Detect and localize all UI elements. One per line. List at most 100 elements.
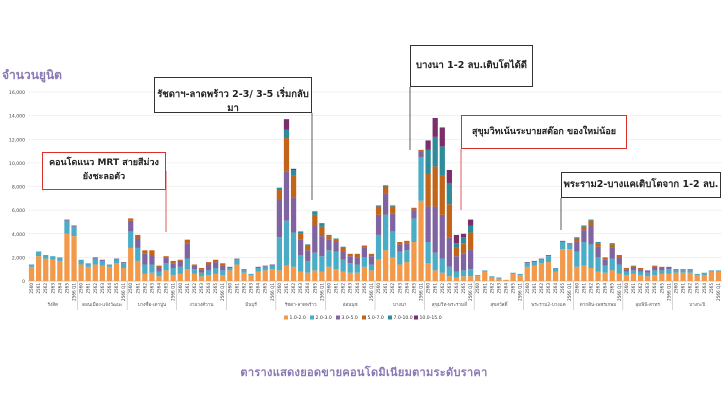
group-label: พระราม2-บางแค bbox=[531, 302, 565, 308]
bar-segment bbox=[630, 266, 637, 271]
bar-segment bbox=[552, 271, 559, 281]
bar-segment bbox=[368, 264, 375, 271]
bar-segment bbox=[191, 265, 198, 270]
group-label: สุขุมวิท-พระรามสี่ bbox=[432, 301, 467, 308]
bar-segment bbox=[340, 271, 346, 281]
x-tick-label: 2565 bbox=[411, 283, 416, 294]
bar-segment bbox=[595, 246, 601, 258]
bar-segment bbox=[446, 266, 452, 277]
group-label: บางซื่อ-เตาปูน bbox=[138, 301, 167, 308]
x-tick-label: 2563 bbox=[50, 283, 55, 294]
bar-segment bbox=[298, 233, 304, 240]
bar-segment bbox=[248, 273, 254, 276]
bar-segment bbox=[290, 197, 297, 233]
bar-segment bbox=[609, 258, 615, 271]
y-tick-label: 10,000 bbox=[9, 161, 25, 167]
x-tick-label: 2563 bbox=[496, 283, 501, 294]
bar-segment bbox=[411, 207, 417, 211]
bar-segment bbox=[588, 268, 594, 281]
bar-segment bbox=[404, 250, 410, 263]
bar-segment bbox=[510, 273, 516, 281]
bar-segment bbox=[347, 272, 353, 281]
bar-segment bbox=[453, 277, 460, 281]
bar-segment bbox=[715, 270, 722, 272]
x-tick-label: 2565 bbox=[263, 283, 268, 294]
x-tick-label: 2560 bbox=[79, 283, 84, 294]
bar-segment bbox=[383, 186, 389, 194]
bar-segment bbox=[460, 233, 467, 238]
bar-segment bbox=[142, 253, 148, 265]
bar-segment bbox=[57, 257, 63, 261]
bar-segment bbox=[432, 136, 438, 167]
bar-segment bbox=[347, 256, 353, 264]
bar-segment bbox=[446, 276, 452, 281]
bar-segment bbox=[78, 264, 84, 281]
bar-segment bbox=[609, 244, 615, 248]
bar-segment bbox=[28, 266, 35, 281]
bar-segment bbox=[290, 168, 297, 170]
bar-segment bbox=[163, 270, 169, 281]
bar-segment bbox=[368, 256, 375, 265]
bar-segment bbox=[418, 200, 424, 281]
bar-segment bbox=[616, 273, 622, 281]
bar-segment bbox=[616, 264, 622, 274]
legend-label: 5.0-7.0 bbox=[368, 315, 384, 321]
x-tick-label: 2560 bbox=[29, 283, 34, 294]
group-label: ดอนเมือง-แจ้งวัฒนะ bbox=[82, 301, 123, 308]
x-tick-label: 2561 bbox=[234, 283, 239, 294]
bar-segment bbox=[467, 225, 474, 233]
bar-segment bbox=[397, 251, 403, 265]
bar-segment bbox=[170, 268, 176, 276]
bar-segment bbox=[439, 175, 445, 215]
bar-segment bbox=[177, 260, 183, 267]
group-label: รังสิต bbox=[48, 301, 59, 308]
bar-segment bbox=[446, 169, 452, 183]
bar-segment bbox=[383, 193, 389, 215]
bar-segment bbox=[467, 276, 474, 281]
x-tick-label: 2563 bbox=[596, 283, 601, 294]
bar-segment bbox=[368, 253, 375, 257]
x-tick-label: 2561 bbox=[631, 283, 636, 294]
bar-segment bbox=[326, 239, 332, 251]
x-tick-label: 2563 bbox=[447, 283, 452, 294]
bar-segment bbox=[432, 166, 438, 207]
bar-segment bbox=[404, 243, 410, 251]
bar-segment bbox=[383, 214, 389, 251]
x-tick-label: 2562 bbox=[638, 283, 643, 294]
bar-segment bbox=[680, 272, 686, 281]
x-tick-label: 2566 Q1 bbox=[567, 283, 572, 301]
legend-swatch bbox=[310, 315, 314, 320]
bar-segment bbox=[460, 243, 467, 254]
x-tick-label: 2565 bbox=[659, 283, 664, 294]
x-tick-label: 2562 bbox=[539, 283, 544, 294]
bar-segment bbox=[36, 256, 42, 281]
bar-segment bbox=[524, 262, 530, 264]
bar-segment bbox=[312, 211, 318, 215]
bar-segment bbox=[340, 246, 346, 248]
bar-segment bbox=[227, 268, 233, 271]
bar-segment bbox=[220, 270, 226, 276]
bar-segment bbox=[305, 245, 311, 251]
bar-segment bbox=[255, 266, 261, 269]
x-tick-label: 2563 bbox=[149, 283, 154, 294]
bar-segment bbox=[545, 256, 552, 263]
x-tick-label: 2563 bbox=[199, 283, 204, 294]
x-tick-label: 2562 bbox=[291, 283, 296, 294]
bar-segment bbox=[113, 259, 120, 264]
bar-segment bbox=[283, 265, 290, 281]
bar-segment bbox=[432, 206, 438, 253]
bar-segment bbox=[128, 231, 134, 248]
bar-segment bbox=[135, 247, 141, 261]
y-tick-label: 6,000 bbox=[12, 208, 25, 214]
x-tick-label: 2560 bbox=[525, 283, 530, 294]
x-tick-label: 2563 bbox=[645, 283, 650, 294]
x-tick-label: 2565 bbox=[461, 283, 466, 294]
x-tick-label: 2566 Q1 bbox=[121, 283, 126, 301]
bar-segment bbox=[71, 225, 77, 227]
bar-segment bbox=[482, 270, 488, 272]
bar-segment bbox=[397, 264, 403, 281]
legend-swatch bbox=[336, 315, 340, 320]
x-tick-label: 2566 Q1 bbox=[220, 283, 225, 301]
bar-segment bbox=[92, 264, 98, 281]
bar-segment bbox=[666, 269, 672, 274]
